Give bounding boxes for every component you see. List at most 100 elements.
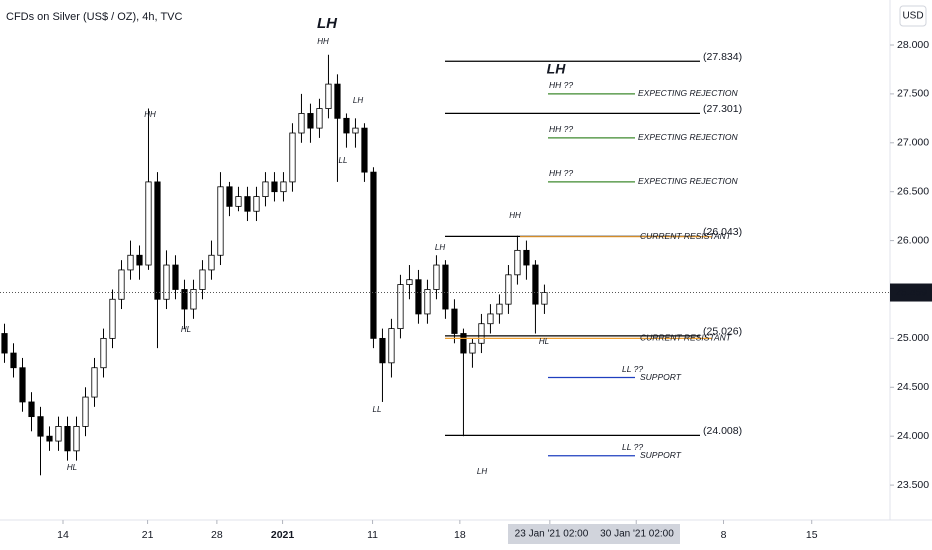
candle-body (451, 308, 458, 334)
y-tick-label: 27.500 (897, 88, 929, 100)
candle-body (343, 117, 350, 134)
candle-body (280, 181, 287, 193)
candle-body (253, 196, 260, 212)
x-tick-label: 15 (806, 529, 818, 541)
candle-body (370, 171, 377, 339)
date-label-box (508, 524, 595, 544)
pattern-label: LH (353, 96, 363, 105)
candle-body (397, 284, 404, 330)
candle-body (316, 108, 323, 129)
pattern-label: LH (435, 243, 445, 252)
candle-body (190, 289, 197, 310)
candle-body (37, 416, 44, 437)
candle-body (307, 113, 314, 129)
candle-body (73, 426, 80, 452)
level-label: (27.301) (703, 103, 742, 115)
pattern-label: LH (547, 61, 567, 77)
guide-label: CURRENT RESISTANT (640, 333, 732, 343)
candle-body (208, 254, 215, 271)
pattern-label: HH (144, 110, 156, 119)
date-label: 23 Jan '21 02:00 (515, 529, 589, 540)
pattern-label: HH (317, 37, 329, 46)
guide-label: SUPPORT (640, 450, 682, 460)
last-price-label: 25.469 (895, 286, 927, 298)
candle-body (361, 127, 368, 173)
x-tick-label: 8 (721, 529, 727, 541)
date-label-box (594, 524, 680, 544)
x-tick-label: 2021 (271, 529, 295, 541)
y-tick-label: 23.500 (897, 479, 929, 491)
pattern-label: LH (317, 15, 338, 32)
candle-body (541, 292, 548, 305)
level-label: (25.026) (703, 326, 742, 338)
candle-body (289, 132, 296, 183)
y-tick-label: 24.000 (897, 430, 929, 442)
candle-body (523, 249, 530, 266)
date-label: 30 Jan '21 02:00 (600, 529, 674, 540)
candle-body (442, 264, 449, 310)
x-tick-label: 21 (142, 529, 154, 541)
candle-body (424, 289, 431, 315)
guide-tag: LL ?? (622, 364, 643, 374)
candle-body (379, 337, 386, 364)
pattern-label: HL (539, 337, 549, 346)
guide-tag: HH ?? (549, 168, 573, 178)
pattern-label: LL (339, 156, 348, 165)
candle-body (469, 342, 476, 354)
guide-label: CURRENT RESISTANT (640, 231, 732, 241)
x-tick-label: 18 (454, 529, 466, 541)
candle-body (100, 337, 107, 369)
guide-tag: LL ?? (622, 442, 643, 452)
y-tick-label: 28.000 (897, 39, 929, 51)
candle-body (118, 269, 125, 300)
pattern-label: HL (67, 463, 77, 472)
currency-button[interactable] (899, 5, 927, 27)
candle-body (334, 83, 341, 119)
candle-body (388, 328, 395, 364)
candle-body (136, 254, 143, 266)
guide-tag: HH ?? (549, 80, 573, 90)
x-tick-label: 14 (57, 529, 69, 541)
candle-body (55, 426, 62, 442)
candle-body (235, 196, 242, 207)
candle-body (496, 303, 503, 315)
guide-label: EXPECTING REJECTION (638, 176, 739, 186)
candle-body (154, 181, 161, 300)
candle-body (406, 279, 413, 285)
candle-body (10, 352, 17, 369)
candle-body (199, 269, 206, 290)
level-label: (27.834) (703, 51, 742, 63)
candle-body (145, 181, 152, 266)
candle-body (487, 313, 494, 325)
x-tick-label: 28 (211, 529, 223, 541)
level-label: (24.008) (703, 425, 742, 437)
guide-label: EXPECTING REJECTION (638, 132, 739, 142)
pattern-label: HH (509, 211, 521, 220)
candle-body (19, 367, 26, 403)
candle-body (415, 279, 422, 315)
candle-body (226, 186, 233, 207)
pattern-label: LL (373, 405, 382, 414)
guide-label: EXPECTING REJECTION (638, 88, 739, 98)
currency-label: USD (902, 11, 923, 22)
last-price-box (890, 283, 932, 302)
chart-title: CFDs on Silver (US$ / OZ), 4h, TVC (6, 11, 183, 23)
candle-body (163, 264, 170, 300)
candle-body (91, 367, 98, 398)
candle-body (352, 127, 359, 134)
candle-body (82, 396, 89, 427)
guide-label: SUPPORT (640, 372, 682, 382)
candle-body (28, 401, 35, 418)
candle-body (433, 264, 440, 290)
candle-body (64, 426, 71, 452)
candle-body (271, 181, 278, 193)
candle-body (532, 264, 539, 305)
y-tick-label: 26.500 (897, 185, 929, 197)
pattern-label: LH (477, 467, 487, 476)
candle-body (181, 289, 188, 310)
candle-body (127, 254, 134, 271)
candle-body (109, 298, 116, 339)
candle-body (478, 323, 485, 344)
guide-tag: HH ?? (549, 124, 573, 134)
